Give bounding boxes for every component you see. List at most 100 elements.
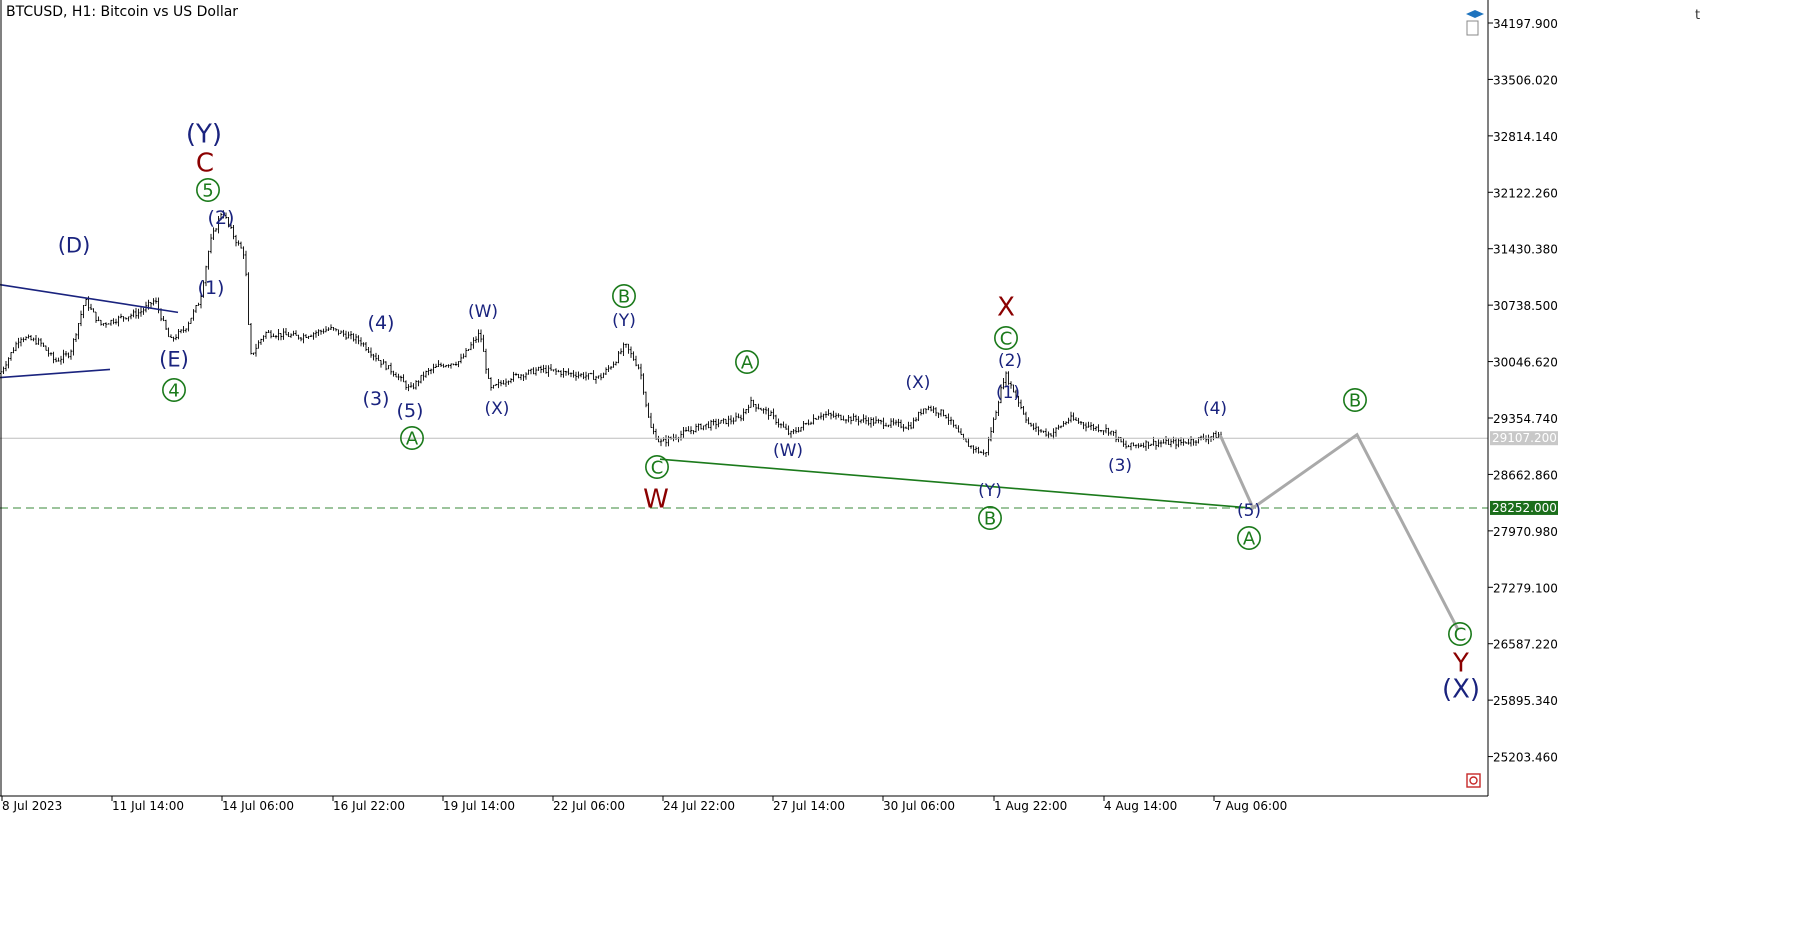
price-bar: [1130, 442, 1132, 451]
price-bar: [820, 412, 822, 420]
price-bar: [12, 347, 15, 354]
price-bar: [75, 333, 77, 342]
price-bar: [347, 331, 350, 339]
price-bar: [335, 328, 337, 332]
price-bar: [1062, 421, 1065, 427]
wave-label: (1): [996, 383, 1020, 403]
price-bar: [550, 364, 552, 371]
price-bar: [1217, 432, 1220, 438]
price-bar: [647, 402, 650, 418]
price-bar: [510, 378, 512, 384]
price-bar: [217, 216, 220, 234]
price-bar: [247, 272, 250, 326]
price-bar: [125, 317, 127, 320]
price-bar: [1017, 395, 1020, 407]
price-bar: [412, 383, 415, 390]
price-bar: [1125, 440, 1127, 449]
price-bar: [42, 342, 45, 347]
price-bar: [547, 365, 550, 377]
price-bar: [797, 427, 800, 433]
price-bar: [580, 373, 582, 378]
price-bar: [1070, 411, 1072, 423]
price-bar: [927, 405, 930, 411]
price-bar: [537, 366, 540, 371]
y-tick-label: 25895.340: [1493, 694, 1558, 708]
price-bar: [902, 424, 905, 432]
price-bar: [280, 332, 282, 341]
wave-label-circle: [162, 378, 186, 402]
price-bar: [825, 411, 827, 418]
price-bar: [622, 342, 625, 356]
price-bar: [67, 352, 70, 359]
price-bar: [1162, 439, 1165, 444]
y-tick-label: 29354.740: [1493, 412, 1558, 426]
price-bar: [422, 371, 425, 381]
price-bar: [385, 361, 387, 371]
price-bar: [180, 329, 182, 334]
close-box-glyph: [1469, 776, 1478, 785]
price-bar: [1182, 438, 1185, 446]
close-box-icon[interactable]: [1466, 773, 1481, 788]
text-icon[interactable]: t: [1695, 8, 1701, 23]
price-bar: [142, 307, 145, 315]
price-bar: [332, 327, 335, 331]
wave-label: (5): [1237, 501, 1261, 521]
price-bar: [532, 367, 535, 375]
price-bar: [362, 342, 365, 347]
price-bar: [107, 323, 110, 325]
price-bar: [177, 329, 180, 340]
price-bar: [205, 265, 207, 287]
wave-label: (3): [1108, 456, 1132, 476]
price-bar: [860, 419, 862, 424]
price-bar: [300, 337, 302, 342]
x-tick-label: 8 Jul 2023: [2, 799, 62, 813]
price-bar: [185, 328, 187, 333]
price-bar: [692, 429, 695, 435]
document-icon[interactable]: [1466, 20, 1479, 36]
price-bar: [867, 417, 870, 426]
price-bar: [262, 335, 265, 342]
price-bar: [685, 427, 687, 432]
price-bar: [197, 302, 200, 306]
price-bar: [337, 329, 340, 336]
y-tick-label: 31430.380: [1493, 243, 1558, 257]
price-bar: [1150, 443, 1152, 447]
price-bar: [195, 305, 197, 313]
price-bar: [1007, 371, 1010, 385]
price-bar: [415, 380, 417, 390]
price-bar: [132, 309, 135, 318]
price-bar: [757, 403, 760, 410]
price-bar: [457, 361, 460, 368]
price-bar: [592, 370, 595, 380]
price-bar: [367, 347, 370, 353]
price-bar: [842, 415, 845, 421]
price-bar: [312, 332, 315, 340]
price-bar: [780, 423, 782, 429]
price-bar: [282, 328, 285, 340]
graduation-cap-icon[interactable]: [1466, 10, 1484, 18]
price-bar: [22, 337, 25, 343]
price-bar: [875, 416, 877, 424]
price-bar: [477, 329, 480, 343]
price-bar: [695, 423, 697, 433]
price-bar: [587, 373, 590, 380]
price-bar: [400, 375, 402, 382]
wave-label: W: [643, 484, 669, 514]
price-bar: [687, 426, 690, 432]
price-bar: [1202, 433, 1205, 440]
price-bar: [115, 318, 117, 325]
price-bar: [690, 426, 692, 435]
price-bar: [130, 313, 132, 320]
price-bar: [602, 372, 605, 379]
price-bar: [1117, 436, 1120, 443]
price-bar: [425, 370, 427, 378]
price-bar: [635, 355, 637, 367]
wave-label-circle: [645, 455, 669, 479]
price-bar: [660, 438, 662, 447]
price-bar: [722, 418, 725, 424]
price-bar: [1107, 427, 1110, 436]
price-bar: [855, 414, 857, 422]
price-bar: [1205, 435, 1207, 443]
price-bar: [617, 351, 620, 364]
